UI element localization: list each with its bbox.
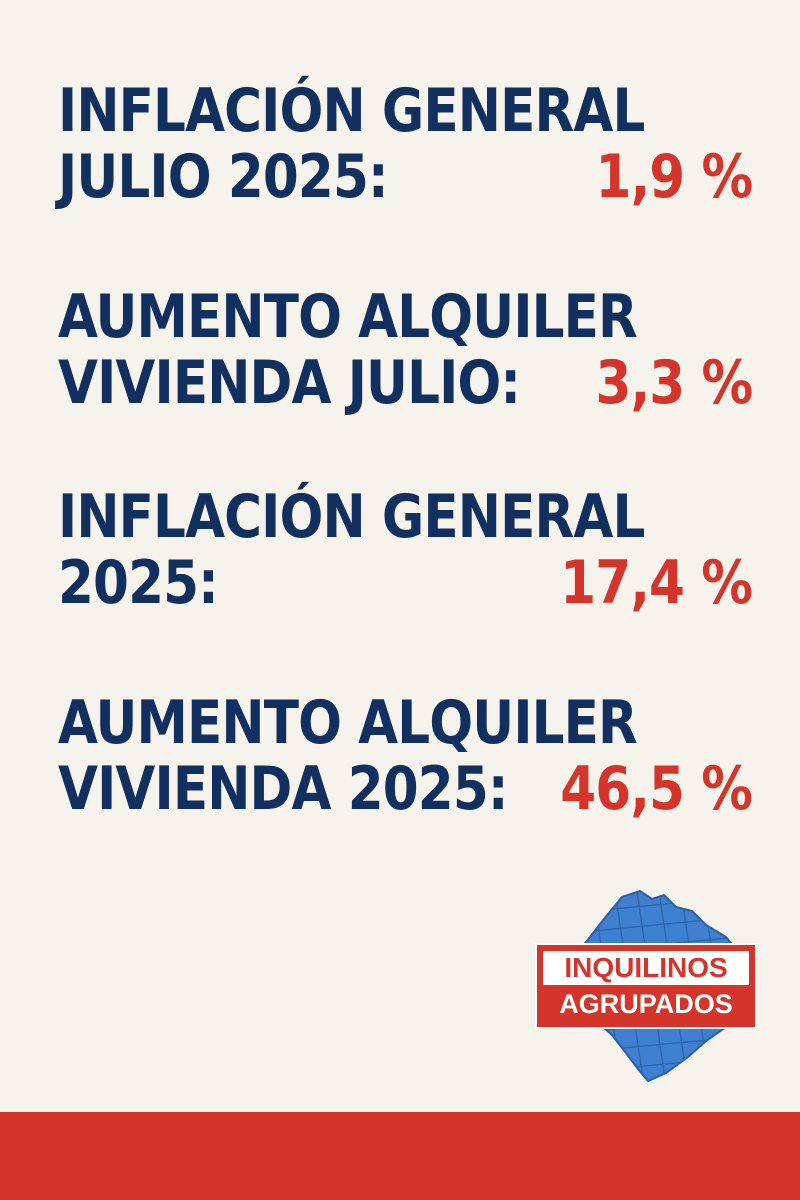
inquilinos-agrupados-logo: INQUILINOS AGRUPADOS: [530, 885, 765, 1085]
stat-value: 3,3 %: [595, 348, 753, 418]
stat-label: AUMENTO ALQUILER VIVIENDA JULIO:: [58, 282, 638, 418]
stat-inflation-2025: INFLACIÓN GENERAL 2025: 17,4 %: [58, 484, 758, 654]
stat-label-line2: 2025:: [58, 548, 219, 618]
stat-value: 1,9 %: [595, 142, 753, 212]
stat-inflation-july: INFLACIÓN GENERAL JULIO 2025: 1,9 %: [58, 78, 758, 248]
logo-label-box: INQUILINOS AGRUPADOS: [535, 943, 757, 1029]
stat-label: AUMENTO ALQUILER VIVIENDA 2025:: [58, 688, 638, 824]
stat-label-line2: VIVIENDA JULIO:: [58, 348, 521, 418]
stat-rent-2025: AUMENTO ALQUILER VIVIENDA 2025: 46,5 %: [58, 690, 758, 860]
logo-text-agrupados: AGRUPADOS: [559, 989, 733, 1019]
stat-label: INFLACIÓN GENERAL JULIO 2025:: [58, 76, 645, 212]
stat-label-line1: AUMENTO ALQUILER: [58, 688, 638, 758]
stat-label: INFLACIÓN GENERAL 2025:: [58, 482, 645, 618]
stat-label-line2: VIVIENDA 2025:: [58, 754, 509, 824]
logo-text-inquilinos: INQUILINOS: [543, 951, 749, 985]
stat-label-line2: JULIO 2025:: [58, 142, 389, 212]
stat-value: 46,5 %: [560, 754, 753, 824]
stat-value: 17,4 %: [560, 548, 753, 618]
stat-label-line1: INFLACIÓN GENERAL: [58, 76, 645, 146]
stat-label-line1: INFLACIÓN GENERAL: [58, 482, 645, 552]
footer-bar: [0, 1112, 800, 1200]
stat-rent-july: AUMENTO ALQUILER VIVIENDA JULIO: 3,3 %: [58, 284, 758, 454]
stat-label-line1: AUMENTO ALQUILER: [58, 282, 638, 352]
